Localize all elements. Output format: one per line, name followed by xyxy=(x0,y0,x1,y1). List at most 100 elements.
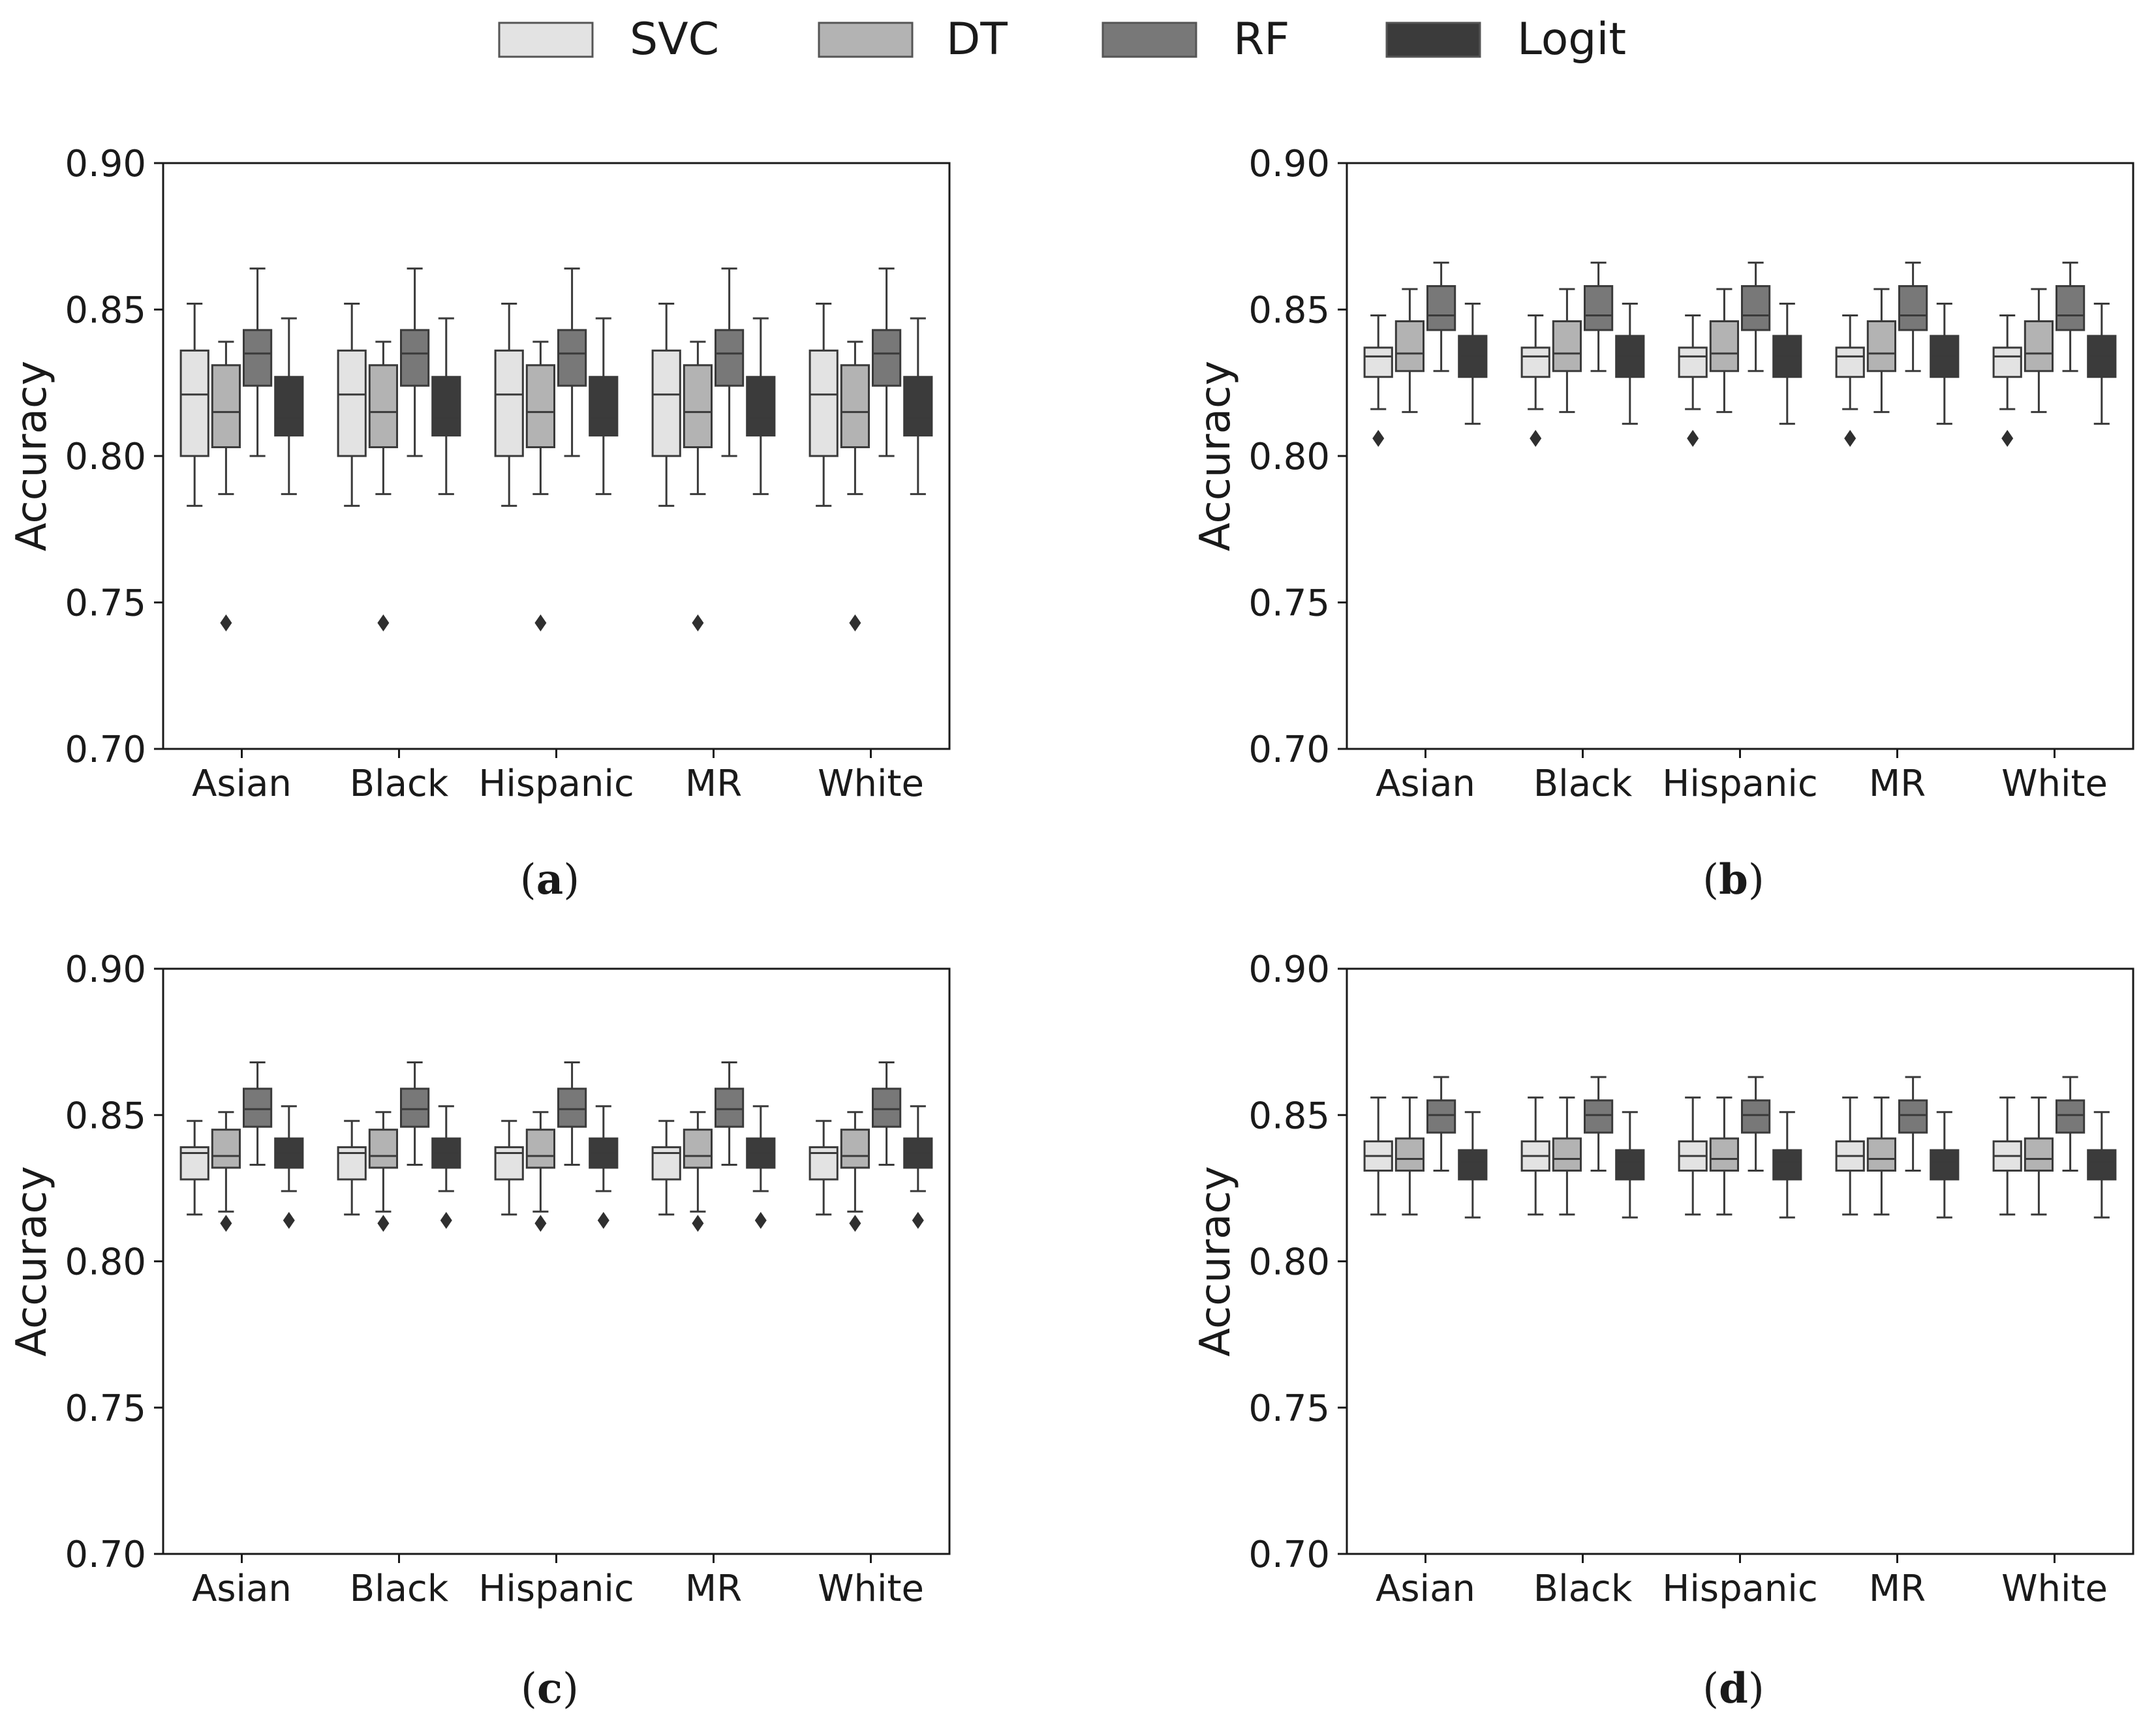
panel-d: 0.70 0.75 0.80 0.85 0.90 Accuracy Asian Black Hi… xyxy=(1192,949,2134,1713)
x-tick-label-white: White xyxy=(818,763,924,805)
iqr-box xyxy=(683,1129,713,1169)
box-svc-hispanic xyxy=(494,303,524,507)
y-tick-label: 0.85 xyxy=(65,290,146,332)
flier-point xyxy=(692,614,704,631)
iqr-box xyxy=(651,1146,681,1181)
category-group-white xyxy=(808,1061,933,1232)
box-dt-hispanic xyxy=(1709,288,1740,414)
box-rf-asian xyxy=(1426,1076,1456,1172)
box-dt-asian xyxy=(211,341,241,631)
x-tick-label-hispanic: Hispanic xyxy=(1662,763,1818,805)
flier-point xyxy=(220,614,232,631)
iqr-box xyxy=(179,1146,209,1181)
box-logit-hispanic xyxy=(589,1105,619,1229)
caption-close-paren: ) xyxy=(563,856,579,904)
box-dt-black xyxy=(1552,1096,1582,1216)
category-group-hispanic xyxy=(494,267,619,631)
flier-point xyxy=(692,1215,704,1232)
category-group-mr xyxy=(1835,262,1960,448)
flier-point xyxy=(377,614,390,631)
iqr-box xyxy=(1866,320,1897,372)
y-tick-label: 0.80 xyxy=(65,1241,146,1284)
x-tick-label-white: White xyxy=(2001,763,2108,805)
x-tick-label-hispanic: Hispanic xyxy=(478,763,634,805)
legend-item-logit: Logit xyxy=(1385,14,1626,65)
box-rf-mr xyxy=(1898,262,1928,372)
x-tick-label-mr: MR xyxy=(1869,763,1926,805)
box-svc-mr xyxy=(1835,314,1865,448)
caption-letter: c xyxy=(537,1664,562,1713)
x-tick-label-asian: Asian xyxy=(192,763,292,805)
iqr-box xyxy=(808,349,839,457)
flier-point xyxy=(2001,430,2014,448)
y-tick-label: 0.90 xyxy=(1248,143,1330,185)
y-tick-label: 0.70 xyxy=(65,729,146,771)
box-svc-hispanic xyxy=(1678,314,1708,448)
box-dt-black xyxy=(368,1111,398,1232)
flier-point xyxy=(1687,430,1699,448)
x-tick-label-white: White xyxy=(818,1568,924,1610)
box-logit-asian xyxy=(274,317,304,495)
box-svc-asian xyxy=(1363,314,1393,448)
flier-point xyxy=(440,1211,452,1229)
box-logit-white xyxy=(903,317,933,495)
box-svc-white xyxy=(1992,314,2022,448)
box-svc-white xyxy=(808,1119,839,1216)
category-group-hispanic xyxy=(1678,262,1802,448)
legend-swatch-rf xyxy=(1101,22,1197,58)
iqr-box xyxy=(1709,1137,1740,1172)
iqr-box xyxy=(683,364,713,449)
category-group-asian xyxy=(179,1061,304,1232)
y-axis-title: Accuracy xyxy=(8,1166,56,1356)
x-tick-label-mr: MR xyxy=(685,1568,742,1610)
iqr-box xyxy=(368,1129,398,1169)
iqr-box xyxy=(525,364,555,449)
category-group-mr xyxy=(1835,1076,1960,1219)
box-dt-hispanic xyxy=(1709,1096,1740,1216)
flier-point xyxy=(754,1211,767,1229)
iqr-box xyxy=(274,376,304,437)
flier-point xyxy=(1372,430,1385,448)
iqr-box xyxy=(2024,1137,2054,1172)
box-rf-black xyxy=(400,267,430,457)
box-svc-asian xyxy=(179,1119,209,1216)
x-tick-label-asian: Asian xyxy=(1376,763,1475,805)
iqr-box xyxy=(1772,1149,1802,1181)
box-logit-hispanic xyxy=(1772,303,1802,425)
x-tick-label-mr: MR xyxy=(685,763,742,805)
iqr-box xyxy=(1584,1099,1614,1134)
iqr-box xyxy=(1426,1099,1456,1134)
x-tick-label-black: Black xyxy=(1533,1568,1633,1610)
category-group-asian xyxy=(1363,262,1488,448)
y-tick-label: 0.70 xyxy=(1248,729,1330,771)
category-group-mr xyxy=(651,1061,776,1232)
panel-caption-d: (d) xyxy=(1702,1664,1764,1713)
category-group-black xyxy=(337,1061,461,1232)
iqr-box xyxy=(746,376,776,437)
caption-open-paren: ( xyxy=(520,856,536,904)
category-group-asian xyxy=(1363,1076,1488,1219)
box-logit-black xyxy=(431,1105,461,1229)
x-tick-label-asian: Asian xyxy=(1376,1568,1475,1610)
iqr-box xyxy=(1394,1137,1425,1172)
iqr-box xyxy=(903,376,933,437)
y-tick-label: 0.85 xyxy=(65,1095,146,1137)
legend: SVC DT RF Logit xyxy=(498,14,1626,65)
iqr-box xyxy=(1709,320,1740,372)
box-rf-hispanic xyxy=(1741,1076,1771,1172)
category-group-white xyxy=(1992,262,2117,448)
panel-caption-b: (b) xyxy=(1702,855,1764,904)
iqr-box xyxy=(1458,1149,1488,1181)
iqr-box xyxy=(808,1146,839,1181)
box-rf-white xyxy=(872,267,902,457)
caption-letter: b xyxy=(1719,855,1748,904)
box-dt-black xyxy=(368,341,398,631)
iqr-box xyxy=(431,376,461,437)
caption-letter: d xyxy=(1719,1664,1748,1713)
flier-point xyxy=(220,1215,232,1232)
iqr-box xyxy=(494,349,524,457)
box-svc-hispanic xyxy=(494,1119,524,1216)
box-dt-hispanic xyxy=(525,341,555,631)
caption-open-paren: ( xyxy=(521,1665,537,1713)
box-rf-hispanic xyxy=(1741,262,1771,372)
